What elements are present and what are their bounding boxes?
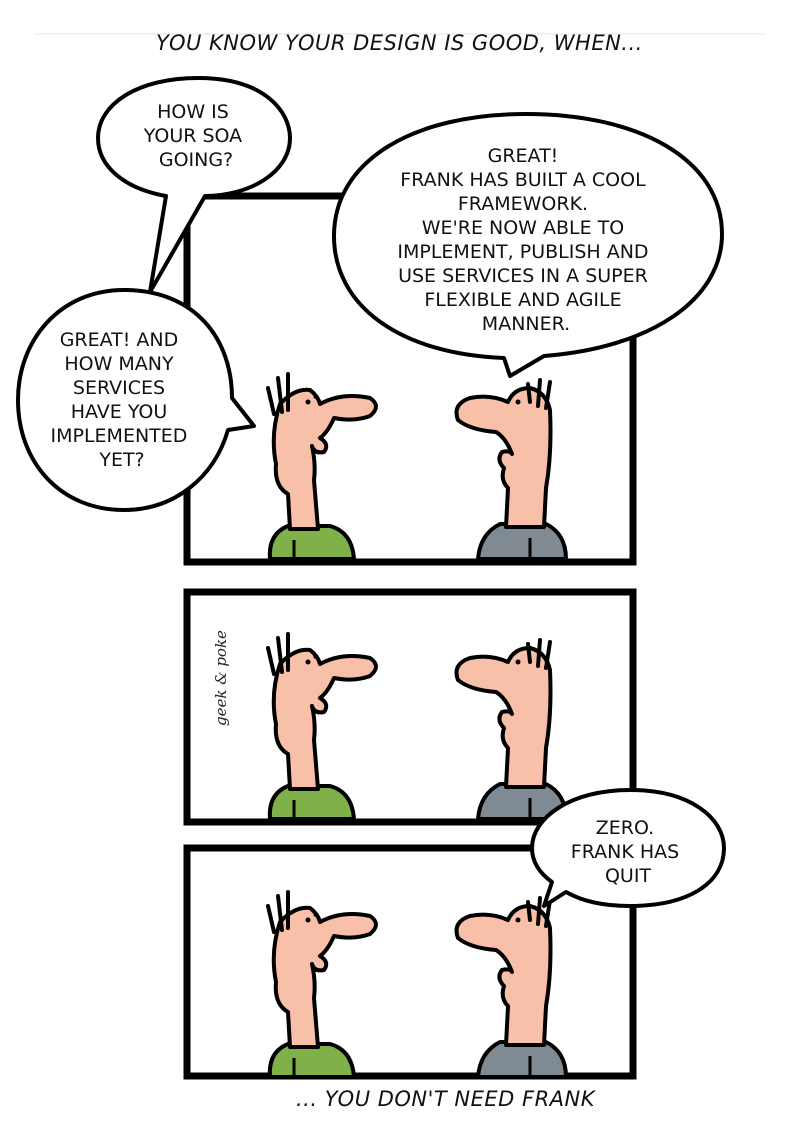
bubble-followup: GREAT! AND HOW MANY SERVICES HAVE YOU IM… [16, 288, 256, 512]
bubble-answer-text: GREAT! FRANK HAS BUILT A COOL FRAMEWORK.… [397, 145, 654, 335]
signature: geek & poke [212, 630, 230, 726]
bubble-reply: ZERO. FRANK HAS QUIT [530, 788, 726, 908]
bubble-reply-text: ZERO. FRANK HAS QUIT [571, 817, 685, 887]
bubble-answer: GREAT! FRANK HAS BUILT A COOL FRAMEWORK.… [332, 112, 724, 378]
bubble-question-text: HOW IS YOUR SOA GOING? [143, 101, 248, 171]
panel-2: geek & poke [183, 588, 637, 826]
panel-2-frame [183, 588, 637, 826]
caption-top: YOU KNOW YOUR DESIGN IS GOOD, WHEN... [156, 31, 643, 55]
bubble-followup-text: GREAT! AND HOW MANY SERVICES HAVE YOU IM… [51, 329, 194, 471]
caption-bottom: ... YOU DON'T NEED FRANK [296, 1087, 597, 1111]
bubble-question: HOW IS YOUR SOA GOING? [96, 76, 292, 294]
